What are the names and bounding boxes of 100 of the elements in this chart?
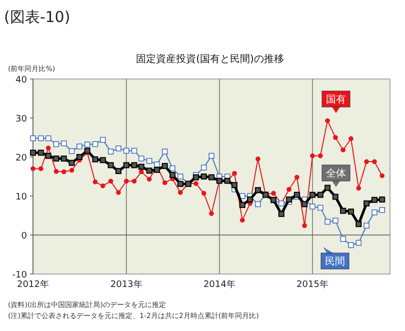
x-tick-label: 2013年 [110, 279, 142, 290]
point [209, 211, 214, 216]
point [194, 181, 198, 186]
point [332, 194, 338, 200]
point [278, 210, 284, 217]
point [208, 174, 214, 180]
point [30, 135, 36, 142]
point [169, 172, 176, 178]
point [356, 186, 362, 191]
point [356, 240, 362, 246]
point [318, 153, 323, 158]
point [146, 168, 152, 174]
point [68, 148, 75, 154]
point [364, 200, 370, 206]
y-tick-label: 0 [21, 232, 28, 242]
point [170, 165, 176, 172]
point [38, 166, 44, 172]
point [310, 204, 316, 210]
point [340, 236, 346, 242]
point [60, 156, 67, 162]
y-tick-label: 20 [16, 154, 28, 164]
point [132, 178, 137, 184]
point [177, 174, 184, 180]
point [324, 184, 331, 191]
y-tick-label: 30 [16, 114, 28, 124]
point [146, 176, 152, 182]
point [45, 152, 52, 159]
point [240, 218, 245, 223]
point [30, 150, 36, 156]
point [324, 218, 330, 225]
point [30, 166, 36, 172]
point [69, 168, 74, 173]
point [38, 135, 44, 142]
point [255, 201, 261, 208]
x-tick-label: 2015年 [296, 279, 328, 290]
point [333, 135, 338, 140]
point [54, 169, 59, 174]
point [302, 223, 307, 228]
text: (図表-10) [4, 8, 70, 26]
point [131, 148, 138, 154]
point [138, 169, 144, 174]
point [177, 180, 184, 187]
x-tick-label: 2012年 [17, 279, 49, 290]
point [162, 162, 168, 169]
point [154, 166, 160, 173]
point [108, 148, 114, 154]
point [46, 146, 51, 150]
point [115, 168, 122, 174]
chart-title: 固定資産投資(国有と民間)の推移 [136, 53, 284, 65]
legend-label: 民間 [325, 256, 345, 268]
point [286, 186, 292, 192]
point [332, 218, 338, 224]
series-label: 国有 [326, 94, 346, 106]
point [271, 190, 276, 196]
point [379, 207, 385, 213]
point [76, 144, 82, 150]
point [247, 196, 254, 203]
point [372, 159, 377, 164]
point [100, 183, 106, 188]
point [68, 160, 75, 166]
point [53, 141, 60, 148]
point [208, 152, 214, 159]
point [53, 156, 60, 162]
point [146, 158, 152, 164]
point [92, 156, 98, 162]
point [372, 209, 378, 216]
point [239, 193, 246, 199]
point [100, 157, 106, 164]
point [200, 164, 207, 170]
x-tick-label: 2014年 [203, 279, 236, 290]
point [256, 156, 260, 162]
point [116, 146, 122, 152]
point [84, 142, 90, 148]
point [192, 174, 199, 180]
point [61, 169, 66, 174]
point [108, 162, 114, 168]
y-tick-label: 10 [16, 192, 28, 202]
point [201, 190, 206, 196]
point [162, 180, 168, 186]
point [239, 202, 246, 208]
point [108, 178, 114, 184]
point [317, 192, 324, 198]
point [317, 204, 324, 211]
point [254, 187, 261, 194]
point [162, 148, 168, 154]
point [379, 196, 386, 203]
point [138, 164, 144, 170]
series-label: 全体 [326, 168, 346, 180]
point [364, 222, 370, 229]
point [348, 136, 354, 142]
point [340, 148, 346, 152]
point [45, 135, 52, 142]
point [123, 148, 130, 154]
point [356, 221, 362, 228]
point [340, 208, 346, 214]
point [124, 178, 129, 184]
point [92, 141, 98, 148]
point [310, 153, 315, 158]
point [325, 118, 330, 124]
point [178, 190, 183, 195]
